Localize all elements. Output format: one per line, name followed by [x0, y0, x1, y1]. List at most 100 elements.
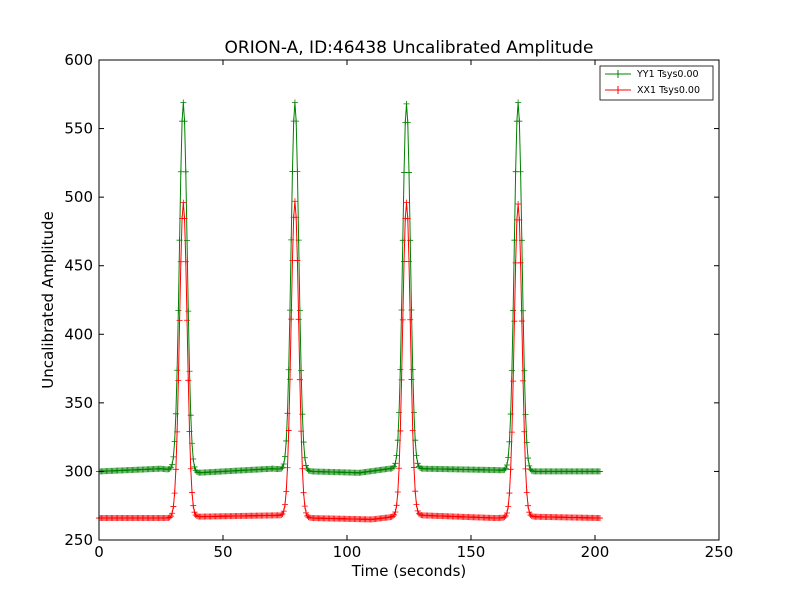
data-point — [169, 510, 176, 517]
data-point — [184, 317, 191, 324]
data-point — [521, 367, 528, 374]
data-point — [185, 377, 192, 384]
data-point — [291, 99, 298, 106]
data-point — [284, 464, 291, 471]
data-point — [501, 466, 508, 473]
data-point — [409, 366, 416, 373]
data-point — [192, 512, 199, 519]
data-point — [403, 199, 410, 206]
data-point — [399, 316, 406, 323]
data-point — [394, 488, 401, 495]
data-point — [296, 307, 303, 314]
plot-frame — [98, 59, 720, 541]
data-point — [515, 201, 522, 207]
data-point — [180, 199, 187, 206]
data-point — [174, 367, 181, 374]
data-point — [404, 215, 411, 222]
data-point — [174, 428, 181, 435]
data-point — [280, 508, 287, 515]
data-point — [406, 258, 412, 265]
data-point — [170, 453, 177, 460]
x-tick-label: 50 — [213, 543, 232, 561]
data-point — [191, 509, 198, 516]
data-point — [299, 465, 306, 472]
y-tick-label: 550 — [64, 120, 93, 138]
data-point — [167, 513, 174, 520]
data-point — [278, 512, 285, 519]
data-point — [282, 501, 288, 508]
data-point — [392, 460, 399, 467]
data-point — [190, 456, 197, 463]
data-point — [191, 463, 198, 470]
data-point — [505, 503, 512, 510]
data-point — [295, 316, 302, 323]
data-point — [526, 509, 533, 516]
data-point — [516, 118, 523, 125]
data-point — [186, 368, 193, 375]
data-point — [396, 465, 403, 472]
data-point — [510, 307, 517, 314]
data-point — [305, 467, 312, 474]
data-point — [511, 318, 518, 325]
data-point — [286, 307, 293, 314]
data-point — [415, 510, 422, 517]
data-point — [169, 461, 176, 468]
data-point — [288, 316, 295, 323]
x-tick-label: 150 — [457, 543, 486, 561]
data-point — [167, 464, 174, 471]
data-point — [285, 427, 292, 434]
data-point — [520, 377, 527, 384]
data-point — [508, 367, 515, 374]
x-tick-label: 250 — [705, 543, 734, 561]
data-point — [520, 307, 527, 314]
data-point — [303, 509, 310, 516]
legend-box — [599, 65, 714, 101]
data-point — [392, 508, 399, 515]
data-point — [175, 307, 182, 314]
data-point — [301, 454, 308, 461]
data-point — [280, 461, 287, 468]
data-point — [291, 198, 298, 205]
data-point — [505, 454, 512, 461]
data-point — [517, 168, 524, 175]
data-point — [166, 514, 173, 521]
data-point — [398, 376, 405, 383]
data-point — [508, 429, 515, 436]
data-point — [285, 366, 292, 373]
y-axis-label: Uncalibrated Amplitude — [39, 211, 57, 388]
data-point — [181, 215, 188, 222]
data-point — [305, 514, 312, 521]
data-point — [296, 376, 303, 383]
x-tick-label: 0 — [94, 543, 104, 561]
data-point — [391, 511, 398, 518]
data-point — [187, 465, 194, 472]
data-point — [391, 463, 398, 470]
x-axis-label: Time (seconds) — [351, 562, 467, 580]
data-point — [503, 462, 510, 469]
data-point — [172, 466, 179, 473]
y-tick-label: 350 — [64, 394, 93, 412]
data-point — [175, 377, 182, 384]
data-point — [408, 307, 415, 314]
chart-title: ORION-A, ID:46438 Uncalibrated Amplitude — [225, 38, 594, 58]
data-point — [193, 468, 200, 475]
data-point — [182, 168, 189, 175]
legend: YY1 Tsys0.00 XX1 Tsys0.00 — [599, 65, 714, 101]
data-point — [522, 465, 529, 472]
data-point — [518, 318, 525, 325]
data-point — [403, 100, 410, 107]
x-tick-label: 100 — [333, 543, 362, 561]
data-point — [171, 490, 178, 497]
data-point — [397, 427, 404, 434]
data-point — [528, 467, 535, 474]
data-point — [190, 502, 197, 509]
data-point — [181, 118, 188, 125]
data-point — [282, 453, 288, 460]
data-point — [526, 462, 533, 469]
data-point — [407, 316, 414, 323]
y-tick-label: 400 — [64, 325, 93, 343]
data-point — [398, 307, 405, 314]
data-point — [507, 466, 514, 473]
data-point — [516, 216, 523, 223]
